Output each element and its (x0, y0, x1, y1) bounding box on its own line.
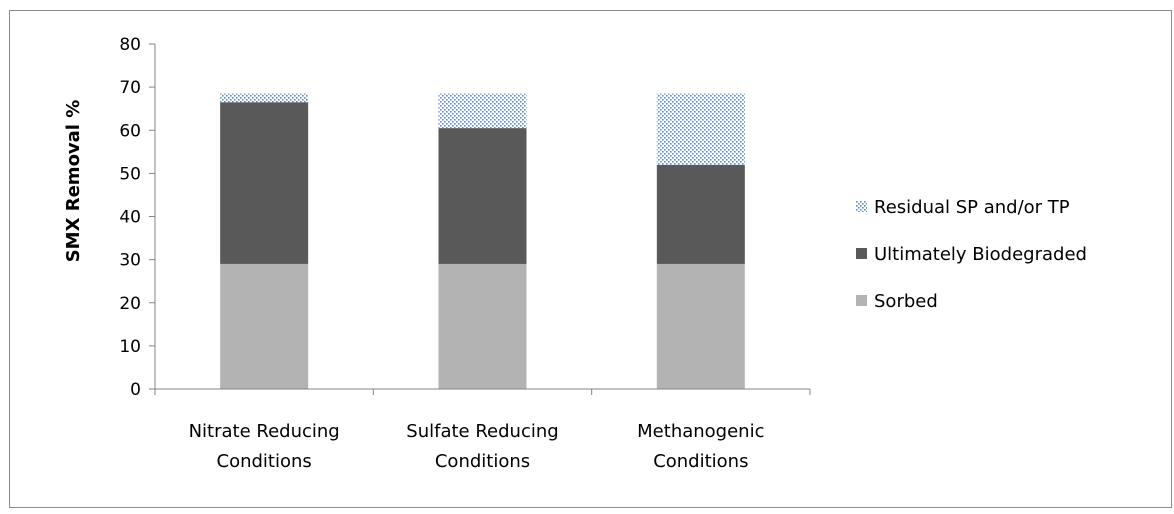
bar-segment-residual-sp-and-or-tp-2 (656, 93, 745, 165)
x-category-label: Conditions (217, 451, 312, 472)
bar-segment-sorbed-1 (438, 263, 527, 389)
y-tick-label: 70 (119, 78, 141, 98)
y-tick-label: 50 (119, 164, 141, 184)
bar-segment-sorbed-2 (656, 263, 745, 389)
legend-swatch-sorbed (856, 295, 867, 306)
legend: Residual SP and/or TP Ultimately Biodegra… (856, 197, 1087, 312)
x-category-label: Methanogenic (637, 421, 764, 442)
axes-group (149, 43, 811, 395)
y-tick-label: 40 (119, 208, 141, 228)
y-tick-label: 0 (130, 380, 141, 400)
y-tick-label: 30 (119, 251, 141, 271)
legend-swatch-residual-sp-and-or-tp (856, 201, 867, 212)
bar-segment-residual-sp-and-or-tp-1 (438, 93, 527, 129)
stacked-bar-chart: 0 10 20 30 40 50 60 70 80 Nitrate Reducing Conditi… (63, 35, 1087, 472)
x-category-label: Nitrate Reducing (189, 421, 340, 442)
y-tick-label: 80 (119, 35, 141, 55)
y-axis-title: SMX Removal % (63, 100, 84, 263)
legend-label: Sorbed (874, 291, 938, 312)
legend-label: Ultimately Biodegraded (874, 244, 1087, 265)
bar-segment-ultimately-biodegraded-1 (438, 128, 527, 264)
labels-group: 0 10 20 30 40 50 60 70 80 Nitrate Reducing Conditi… (119, 35, 764, 472)
bar-segment-sorbed-0 (220, 263, 309, 389)
legend-swatch-ultimately-biodegraded (856, 248, 867, 259)
legend-label: Residual SP and/or TP (874, 197, 1070, 218)
bar-segment-ultimately-biodegraded-2 (656, 164, 745, 264)
y-tick-label: 10 (119, 337, 141, 357)
x-category-label: Conditions (653, 451, 748, 472)
y-tick-label: 60 (119, 121, 141, 141)
bar-segment-residual-sp-and-or-tp-0 (220, 93, 309, 103)
chart-frame: 0 10 20 30 40 50 60 70 80 Nitrate Reducing Conditi… (9, 10, 1172, 508)
x-category-label: Conditions (435, 451, 530, 472)
bar-segment-ultimately-biodegraded-0 (220, 102, 309, 264)
x-category-label: Sulfate Reducing (406, 421, 558, 442)
y-tick-label: 20 (119, 294, 141, 314)
bars-group (220, 93, 745, 389)
